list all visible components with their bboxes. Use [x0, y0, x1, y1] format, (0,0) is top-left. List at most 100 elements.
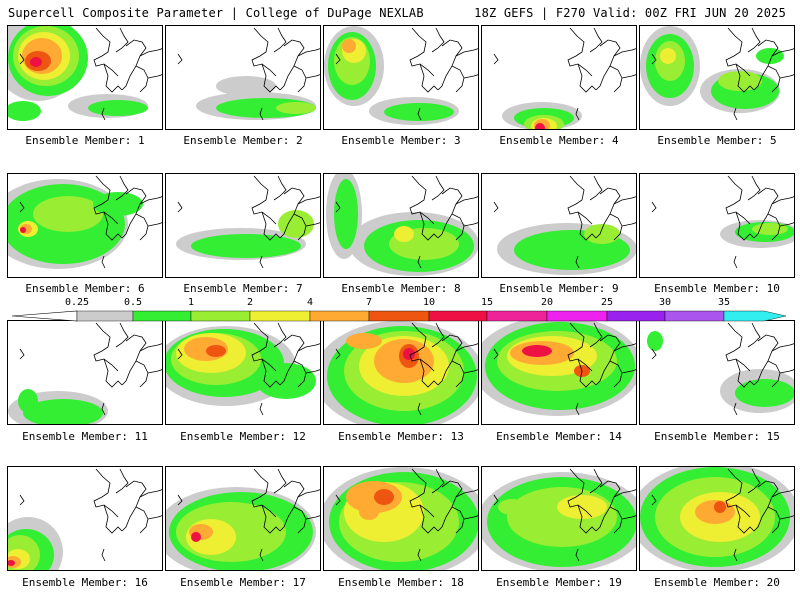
ensemble-member-panel-12 [165, 320, 321, 425]
ensemble-member-panel-9 [481, 173, 637, 278]
ensemble-member-panel-11 [7, 320, 163, 425]
great-lakes-coastline [621, 369, 636, 374]
scp-contour-region [216, 76, 276, 96]
ensemble-member-label: Ensemble Member: 17 [180, 576, 306, 589]
great-lakes-coastline [93, 468, 119, 518]
great-lakes-coastline [419, 211, 439, 241]
scp-contour-region [334, 179, 358, 249]
scp-contour-region [23, 399, 103, 424]
scp-field-map [640, 26, 794, 121]
scp-contour-region [394, 226, 414, 242]
scale-color-bin [190, 310, 251, 322]
scale-tick-label: 30 [658, 297, 672, 308]
ensemble-member-label: Ensemble Member: 10 [654, 282, 780, 295]
great-lakes-coastline [725, 27, 751, 77]
great-lakes-coastline [273, 175, 287, 201]
great-lakes-coastline [103, 504, 123, 534]
scp-contour-region [660, 48, 676, 64]
coastline-fragment [417, 548, 422, 562]
scp-field-map [8, 175, 162, 269]
great-lakes-coastline [135, 360, 149, 388]
scp-contour-region [346, 333, 382, 349]
great-lakes-coastline [139, 48, 162, 57]
coastline-fragment [19, 53, 25, 65]
scp-field-map [324, 467, 478, 570]
scp-contour-region [191, 234, 301, 258]
great-lakes-coastline [251, 175, 277, 225]
scp-contour-region [756, 48, 784, 64]
scp-contour-region [359, 504, 379, 520]
great-lakes-coastline [779, 74, 794, 79]
ensemble-member-panel-10 [639, 173, 795, 278]
scp-field-map [651, 175, 794, 269]
great-lakes-coastline [409, 322, 435, 372]
scale-color-bin [546, 310, 608, 322]
scale-tick-label: 20 [540, 297, 554, 308]
scp-field-map [482, 321, 636, 416]
great-lakes-coastline [747, 175, 761, 201]
color-scale-bar [11, 310, 787, 322]
scp-contour-region [191, 532, 201, 542]
great-lakes-coastline [261, 504, 281, 534]
scale-tick-label: 25 [600, 297, 614, 308]
ensemble-member-panel-14 [481, 320, 637, 425]
ensemble-member-label: Ensemble Member: 15 [654, 430, 780, 443]
scp-field-map [493, 27, 636, 129]
ensemble-member-panel-17 [165, 466, 321, 571]
ensemble-member-label: Ensemble Member: 14 [496, 430, 622, 443]
great-lakes-coastline [613, 196, 636, 205]
scp-field-map [640, 467, 794, 570]
great-lakes-coastline [273, 27, 287, 53]
great-lakes-coastline [725, 322, 751, 372]
scp-contour-region [206, 345, 226, 357]
scale-tick-label: 7 [365, 297, 373, 308]
ensemble-member-panel-1 [7, 25, 163, 130]
scp-contour-region [8, 101, 41, 121]
ensemble-member-label: Ensemble Member: 5 [657, 134, 777, 147]
great-lakes-coastline [589, 27, 603, 53]
great-lakes-coastline [621, 74, 636, 79]
great-lakes-coastline [305, 515, 320, 520]
scp-contour-region [584, 224, 620, 244]
great-lakes-coastline [577, 63, 597, 93]
scp-contour-region [647, 331, 663, 351]
great-lakes-coastline [251, 322, 277, 372]
great-lakes-coastline [135, 506, 149, 534]
scp-contour-region [718, 71, 762, 91]
great-lakes-coastline [577, 358, 597, 388]
scale-color-bin [132, 310, 192, 322]
coastline-fragment [335, 201, 341, 213]
great-lakes-coastline [279, 39, 305, 91]
coastline-fragment [19, 348, 25, 360]
ensemble-member-label: Ensemble Member: 12 [180, 430, 306, 443]
great-lakes-coastline [419, 504, 439, 534]
scp-field-map [177, 27, 320, 121]
ensemble-member-panel-2 [165, 25, 321, 130]
great-lakes-coastline [455, 196, 478, 205]
great-lakes-coastline [567, 322, 593, 372]
scp-field-map [176, 175, 320, 269]
great-lakes-coastline [771, 196, 794, 205]
great-lakes-coastline [455, 48, 478, 57]
scp-contour-region [278, 210, 314, 238]
great-lakes-coastline [293, 65, 307, 93]
scp-field-map [166, 322, 320, 416]
ensemble-member-panel-20 [639, 466, 795, 571]
scale-color-bin [76, 310, 134, 322]
coastline-fragment [417, 107, 422, 121]
great-lakes-coastline [779, 222, 794, 227]
coastline-fragment [19, 494, 25, 506]
coastline-fragment [259, 402, 264, 416]
great-lakes-coastline [93, 27, 119, 77]
coastline-fragment [733, 548, 738, 562]
scp-contour-region [403, 348, 415, 360]
scale-color-bin [664, 310, 725, 322]
ensemble-member-label: Ensemble Member: 1 [25, 134, 145, 147]
scp-field-map [8, 26, 162, 121]
scp-contour-region [535, 123, 545, 129]
ensemble-member-label: Ensemble Member: 19 [496, 576, 622, 589]
scale-tick-label: 2 [246, 297, 254, 308]
great-lakes-coastline [437, 39, 463, 91]
great-lakes-coastline [735, 504, 755, 534]
scale-color-bin [486, 310, 548, 322]
